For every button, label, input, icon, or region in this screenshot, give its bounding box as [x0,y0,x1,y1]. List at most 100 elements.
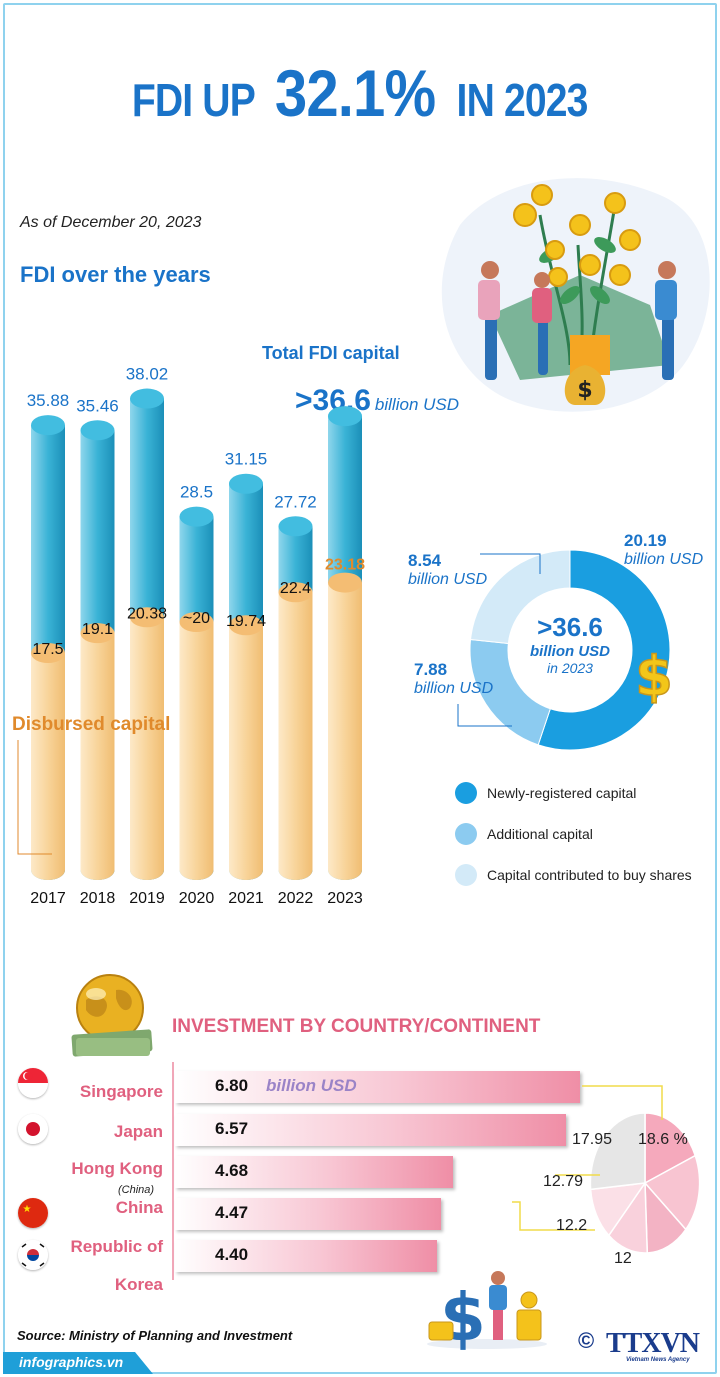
legend-swatch [455,863,477,886]
bar-2017 [31,415,65,880]
bar-total-label: 35.46 [76,396,119,415]
country-sublabel-hongkong: (China) [118,1184,155,1196]
bar-disbursed-top [278,582,313,603]
bar-disbursed-body [80,633,115,880]
country-pie-chart [589,1112,701,1254]
pie-slice-1 [643,1154,701,1231]
bar-disbursed-label: 23.18 [325,557,365,574]
year-tick-label: 2023 [327,890,363,907]
pie-label-korea: 12 [614,1250,632,1267]
bar-total-label: 28.5 [180,483,213,502]
bar-disbursed-top [328,572,362,593]
copyright-symbol: © [578,1328,595,1353]
svg-text:$: $ [577,378,592,403]
donut-slice-0 [537,549,671,751]
bar-disbursed-top [229,615,263,636]
bar-total-top [229,473,263,494]
year-tick-label: 2018 [80,890,116,907]
pie-label-china: 12.2 [556,1217,588,1234]
year-tick-label: 2020 [179,890,215,907]
fdi-bar-chart: 35.88 17.5 2017 35.46 19.1 2018 38.02 20.38 2019… [27,365,365,907]
japan-flag-icon [18,1114,48,1144]
country-label-singapore: Singapore [79,1082,163,1101]
page-title: FDI UP 32.1% IN 2023 [131,56,588,130]
legend-item-new: Newly-registered capital [455,772,692,813]
bar-2019 [130,388,164,880]
bar-total-label: 38.02 [126,365,169,384]
year-tick-label: 2017 [30,890,66,907]
country-label-korea-1: Republic of [70,1237,163,1256]
bar-disbursed-body [130,617,164,880]
fdi-donut-chart [469,549,671,751]
bar-disbursed-body [328,582,362,880]
country-bar [175,1071,580,1103]
pie-leaders [512,1085,663,1231]
country-label-china: China [115,1198,163,1217]
investment-unit: billion USD [266,1076,357,1095]
bar-2018 [80,420,115,880]
bar-total-top [278,516,313,537]
bar-total-top [80,420,115,441]
country-bar [175,1198,441,1230]
disbursed-capital-label: Disbursed capital [12,714,171,735]
bar-disbursed-body [31,653,65,880]
bar-total-label: 35.88 [27,391,70,410]
pie-label-hongkong: 12.79 [543,1173,584,1190]
legend-swatch [455,822,477,845]
year-tick-label: 2019 [129,890,165,907]
page-frame [3,3,717,1374]
donut-leaders [457,553,541,727]
bar-total-label: 27.72 [274,492,317,511]
bar-disbursed-body [229,625,263,880]
pie-slice-2 [644,1180,687,1254]
pie-label-japan: 17.95 [572,1131,613,1148]
country-bar [175,1156,454,1188]
country-label-korea-2: Korea [114,1275,163,1294]
svg-text:★: ★ [23,1204,32,1215]
ttxvn-logo: TTXVN [606,1328,700,1359]
investor-dollar-illustration: $ [427,1271,547,1350]
svg-text:$: $ [635,645,673,705]
bar-disbursed-top [80,623,115,644]
pie-slice-0 [644,1112,697,1185]
pie-label-singapore: 18.6 % [638,1131,688,1148]
korea-flag-icon [18,1240,48,1270]
disbursed-bracket [17,740,52,855]
donut-slice-2 [470,549,571,645]
dollar-sign-icon: $ [634,645,673,705]
bar-disbursed-body [179,622,214,880]
bar-disbursed-label: 17.5 [32,641,63,658]
china-flag-icon: ★ [18,1198,48,1228]
bar-disbursed-body [278,592,313,880]
donut-value-additional: 7.88 billion USD [414,660,494,697]
bar-disbursed-label: 19.74 [226,613,266,630]
country-bar-value: 4.40 [215,1245,249,1264]
bar-total-top [179,506,214,527]
donut-value-new: 20.19 billion USD [624,531,704,568]
as-of-date: As of December 20, 2023 [20,214,202,231]
bar-total-top [31,415,65,436]
globe-money-icon [71,974,153,1057]
bar-2021 [229,473,263,880]
donut-center-label: >36.6 billion USD in 2023 [530,612,610,676]
bar-2020 [179,506,214,880]
bar-disbursed-label: 22.4 [280,580,311,597]
bar-total-top [130,388,164,409]
singapore-flag-icon [18,1068,48,1098]
country-label-hongkong: Hong Kong [71,1159,163,1178]
country-bar-value: 6.80 [215,1076,249,1095]
country-bar [175,1114,566,1146]
legend-item-shares: Capital contributed to buy shares [455,854,692,895]
legend-item-additional: Additional capital [455,813,692,854]
year-tick-label: 2021 [228,890,264,907]
country-bar [175,1240,437,1272]
bar-total-top [328,406,362,427]
country-label-japan: Japan [113,1122,163,1141]
section-heading-fdi: FDI over the years [20,262,211,287]
footer-site[interactable]: infographics.vn [3,1352,153,1374]
bar-disbursed-top [130,607,164,628]
country-bar-value: 6.57 [215,1119,249,1138]
donut-value-shares: 8.54 billion USD [408,551,488,588]
country-bar-value: 4.68 [215,1161,249,1180]
bar-total-label: 31.15 [225,450,268,469]
